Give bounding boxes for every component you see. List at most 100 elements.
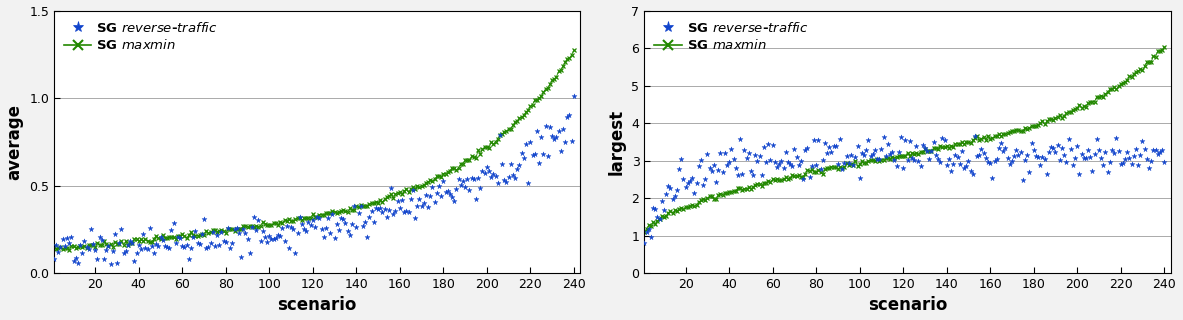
Point — [802, 164, 821, 169]
Point — [1022, 140, 1041, 145]
Point — [225, 227, 244, 232]
Point — [890, 149, 909, 155]
Point — [841, 152, 860, 157]
Point — [209, 243, 228, 248]
Point — [289, 230, 308, 236]
Point — [687, 180, 706, 185]
Point — [804, 137, 823, 142]
Point — [216, 240, 235, 245]
Point — [892, 135, 911, 140]
Point — [116, 249, 135, 254]
Point — [560, 112, 578, 117]
Point — [866, 148, 885, 153]
Point — [885, 158, 904, 163]
Point — [1007, 148, 1026, 153]
Point — [635, 241, 654, 246]
Point — [745, 152, 764, 157]
Point — [1149, 151, 1168, 156]
Point — [282, 225, 300, 230]
Point — [279, 246, 298, 251]
Point — [680, 178, 699, 183]
Point — [123, 240, 142, 245]
Point — [909, 158, 927, 164]
Point — [489, 181, 508, 186]
Point — [757, 160, 776, 165]
Point — [896, 137, 914, 142]
Point — [58, 236, 77, 241]
Point — [907, 143, 926, 148]
Point — [1152, 148, 1171, 153]
Point — [308, 214, 327, 219]
Point — [1131, 152, 1150, 157]
Point — [329, 227, 348, 232]
Point — [996, 146, 1015, 151]
Point — [1087, 137, 1106, 142]
Point — [1072, 151, 1091, 156]
Point — [221, 245, 240, 250]
Point — [1042, 145, 1061, 150]
Point — [370, 206, 389, 211]
Point — [840, 161, 859, 166]
Point — [79, 246, 98, 251]
Point — [510, 162, 529, 167]
Point — [264, 236, 283, 241]
Point — [199, 244, 218, 249]
Point — [518, 181, 537, 186]
Point — [1068, 144, 1087, 149]
Point — [704, 162, 723, 167]
Point — [134, 232, 153, 237]
Point — [1105, 151, 1124, 156]
Point — [765, 159, 784, 164]
Point — [338, 228, 357, 234]
Point — [1116, 156, 1134, 161]
Point — [328, 221, 347, 226]
Point — [247, 228, 266, 233]
Point — [194, 217, 213, 222]
Point — [129, 242, 148, 247]
Point — [867, 156, 886, 161]
Point — [859, 138, 878, 143]
Point — [1139, 166, 1158, 171]
Point — [887, 163, 906, 168]
Point — [678, 181, 697, 186]
Point — [1035, 156, 1054, 161]
Point — [1126, 147, 1145, 152]
Point — [382, 186, 401, 191]
Point — [965, 133, 984, 139]
Point — [657, 191, 675, 196]
Point — [748, 158, 767, 164]
Point — [484, 171, 503, 176]
Point — [502, 162, 521, 167]
Point — [131, 246, 150, 252]
Point — [825, 143, 843, 148]
Point — [639, 227, 658, 232]
Point — [898, 157, 917, 163]
Point — [1055, 152, 1074, 157]
Point — [545, 137, 564, 142]
Point — [373, 209, 392, 214]
Point — [726, 165, 745, 170]
Point — [425, 200, 444, 205]
Point — [390, 205, 409, 210]
Point — [261, 236, 280, 242]
Point — [755, 145, 774, 150]
Point — [1144, 147, 1163, 152]
Point — [310, 216, 329, 221]
Point — [494, 178, 513, 183]
Point — [170, 236, 189, 241]
Point — [138, 246, 157, 251]
Point — [318, 215, 337, 220]
Point — [312, 227, 331, 232]
Y-axis label: average: average — [6, 104, 24, 180]
Point — [1043, 145, 1062, 150]
Point — [406, 215, 425, 220]
Point — [972, 147, 991, 152]
Point — [641, 234, 660, 239]
Point — [1079, 147, 1098, 152]
Point — [492, 161, 511, 166]
Point — [963, 171, 982, 176]
Point — [763, 143, 782, 148]
Point — [59, 240, 78, 245]
Point — [975, 150, 994, 155]
Point — [349, 210, 368, 215]
